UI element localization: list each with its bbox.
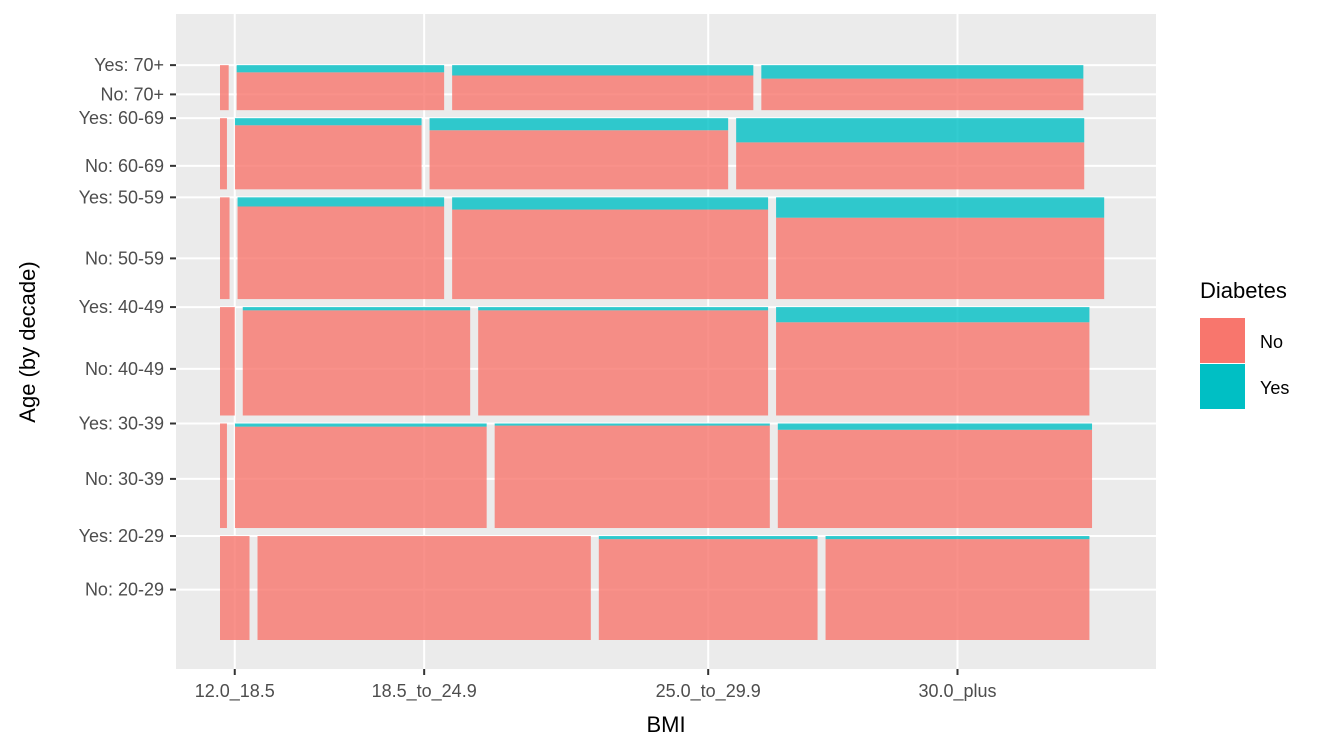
legend: Diabetes No Yes [1200, 278, 1289, 409]
tile-no-20-29-bmi2 [598, 539, 818, 640]
tile-no-70+-bmi2 [452, 75, 754, 111]
tile-yes-60-69-bmi1 [234, 118, 422, 126]
tile-yes-50-59-bmi3 [776, 197, 1105, 218]
tile-no-20-29-bmi0 [220, 536, 250, 640]
tile-yes-40-49-bmi3 [776, 307, 1090, 323]
tile-yes-70+-bmi3 [761, 65, 1084, 79]
tile-yes-60-69-bmi2 [429, 118, 729, 131]
tile-yes-70+-bmi1 [236, 65, 445, 73]
y-tick-label-11: Yes: 70+ [94, 55, 164, 75]
tile-yes-50-59-bmi1 [237, 197, 445, 207]
tile-yes-70+-bmi2 [452, 65, 754, 76]
tile-yes-40-49-bmi2 [478, 307, 769, 311]
y-tick-label-7: Yes: 50-59 [79, 187, 164, 207]
tile-no-60-69-bmi0 [220, 118, 227, 190]
y-tick-label-1: Yes: 20-29 [79, 526, 164, 546]
tile-no-60-69-bmi1 [234, 125, 422, 190]
tile-yes-30-39-bmi3 [777, 423, 1093, 430]
y-tick-label-10: No: 70+ [100, 84, 164, 104]
tile-no-60-69-bmi3 [736, 142, 1085, 190]
y-tick-label-0: No: 20-29 [85, 580, 164, 600]
x-tick-label-0: 12.0_18.5 [195, 681, 275, 702]
tile-no-50-59-bmi1 [237, 206, 445, 300]
legend-title: Diabetes [1200, 278, 1287, 303]
tile-no-40-49-bmi0 [220, 307, 235, 416]
tile-no-50-59-bmi3 [776, 217, 1105, 300]
legend-key-yes [1200, 364, 1245, 409]
y-tick-label-4: No: 40-49 [85, 359, 164, 379]
tile-no-50-59-bmi0 [220, 197, 230, 300]
x-axis-title: BMI [646, 712, 685, 737]
tile-no-40-49-bmi1 [242, 310, 471, 416]
y-axis-title: Age (by decade) [15, 261, 40, 422]
mosaic-tiles [220, 65, 1105, 640]
tile-no-40-49-bmi2 [478, 310, 769, 416]
tile-no-70+-bmi0 [220, 65, 229, 111]
tile-no-40-49-bmi3 [776, 322, 1090, 416]
tile-no-30-39-bmi2 [494, 425, 770, 529]
tile-no-30-39-bmi3 [777, 429, 1093, 529]
tile-no-30-39-bmi0 [220, 423, 227, 529]
tile-yes-50-59-bmi2 [452, 197, 769, 210]
legend-label-yes: Yes [1260, 378, 1289, 398]
y-tick-label-9: Yes: 60-69 [79, 108, 164, 128]
tile-no-20-29-bmi1 [257, 536, 591, 640]
x-tick-label-1: 18.5_to_24.9 [372, 681, 477, 702]
y-tick-label-5: Yes: 40-49 [79, 297, 164, 317]
tile-yes-30-39-bmi2 [494, 423, 770, 426]
tile-no-60-69-bmi2 [429, 130, 729, 190]
tile-yes-40-49-bmi1 [242, 307, 471, 311]
tile-no-70+-bmi1 [236, 72, 445, 111]
x-tick-label-2: 25.0_to_29.9 [656, 681, 761, 702]
legend-label-no: No [1260, 332, 1283, 352]
y-tick-label-8: No: 60-69 [85, 156, 164, 176]
x-axis: 12.0_18.5 18.5_to_24.9 25.0_to_29.9 30.0_pl… [195, 669, 997, 702]
tile-no-20-29-bmi3 [825, 539, 1090, 640]
tile-no-50-59-bmi2 [452, 209, 769, 300]
tile-no-30-39-bmi1 [234, 426, 487, 529]
tile-no-70+-bmi3 [761, 78, 1084, 111]
y-tick-label-2: No: 30-39 [85, 469, 164, 489]
y-tick-label-3: Yes: 30-39 [79, 414, 164, 434]
y-tick-label-6: No: 50-59 [85, 248, 164, 268]
tile-yes-20-29-bmi2 [598, 536, 818, 540]
y-axis: No: 20-29 Yes: 20-29 No: 30-39 Yes: 30-39 No… [79, 55, 176, 600]
tile-yes-60-69-bmi3 [736, 118, 1085, 143]
legend-key-no [1200, 318, 1245, 363]
tile-yes-20-29-bmi3 [825, 536, 1090, 540]
x-tick-label-3: 30.0_plus [918, 681, 996, 702]
tile-yes-30-39-bmi1 [234, 423, 487, 427]
